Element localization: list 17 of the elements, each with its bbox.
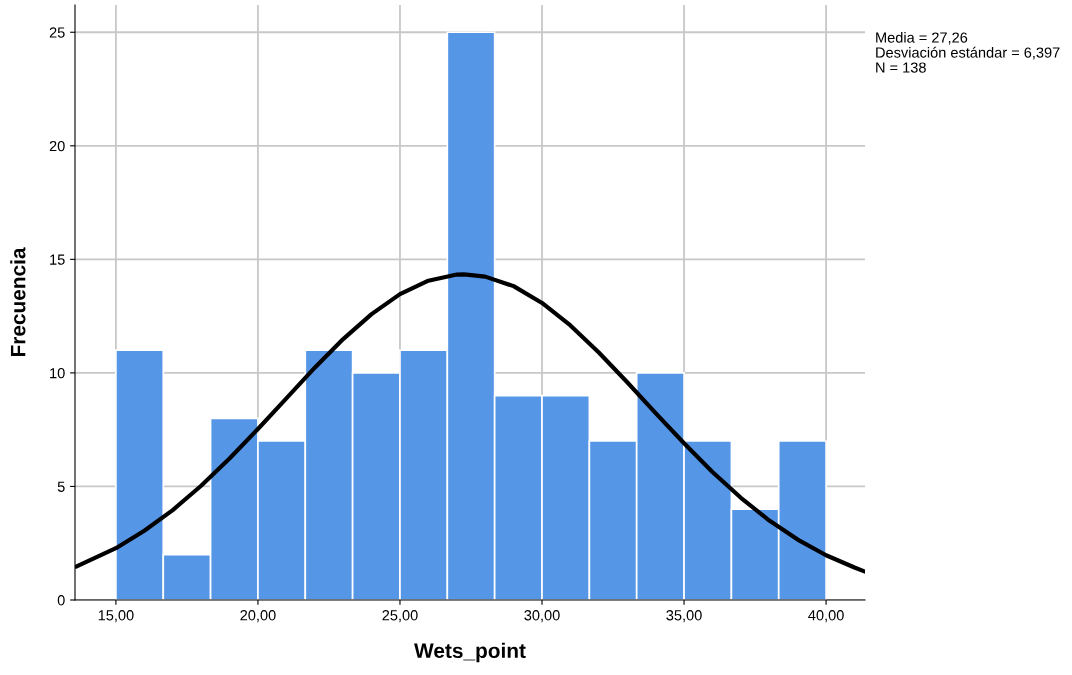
x-tick-label: 30,00 xyxy=(524,610,560,623)
y-tick-label: 5 xyxy=(57,481,65,492)
text: Desviación estándar = 6,397 xyxy=(876,46,1060,60)
x-tick-label: 25,00 xyxy=(382,610,418,623)
y-tick-label: 15 xyxy=(50,254,65,265)
x-tick-label: 20,00 xyxy=(240,610,276,623)
text: Media = 27,26 xyxy=(876,32,968,45)
x-tick-label: 15,00 xyxy=(98,610,134,623)
x-tick-label: 35,00 xyxy=(666,610,702,623)
x-axis-title: Wets_point xyxy=(414,642,526,663)
text: N = 138 xyxy=(876,62,926,73)
y-tick-label: 20 xyxy=(49,140,65,152)
y-axis-title: Frecuencia xyxy=(10,247,26,357)
y-tick-label: 10 xyxy=(50,368,65,379)
y-tick-label: 0 xyxy=(57,595,65,606)
x-tick-label: 40,00 xyxy=(808,610,844,623)
y-tick-label: 25 xyxy=(49,27,65,38)
